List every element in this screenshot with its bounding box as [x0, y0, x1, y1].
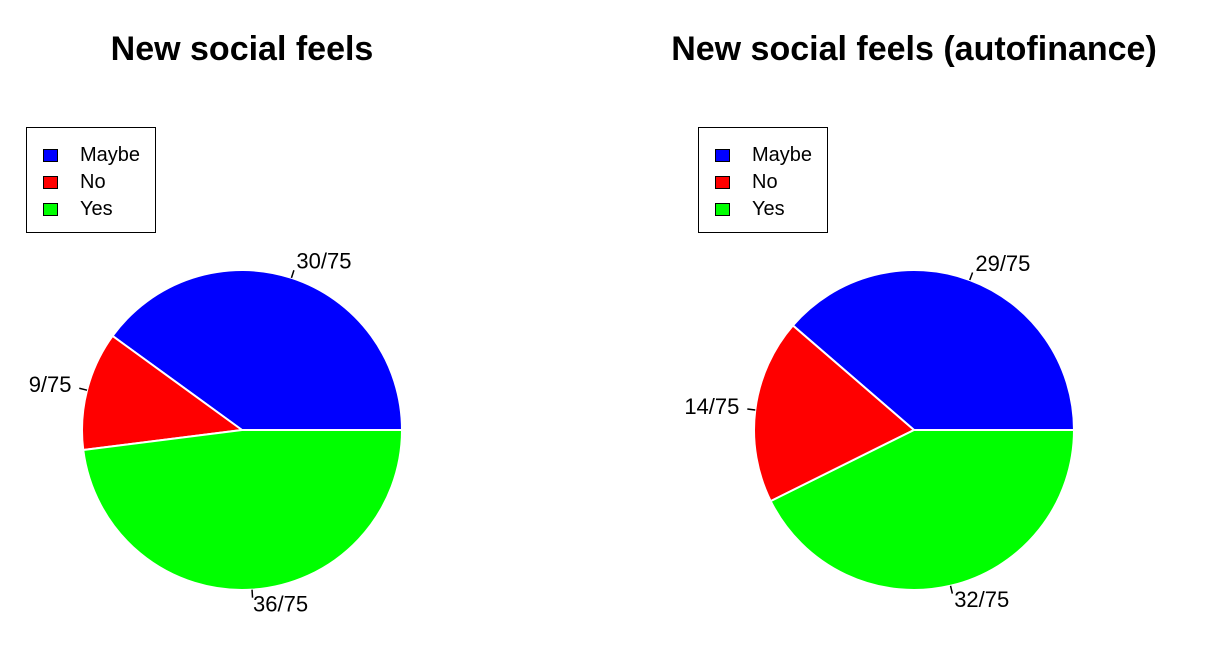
- slice-label-tick-maybe: [290, 269, 295, 279]
- legend-label-yes: Yes: [752, 197, 785, 220]
- legend-label-maybe: Maybe: [80, 143, 141, 166]
- slice-label-tick-maybe: [969, 272, 974, 281]
- chart-legend: Maybe No Yes: [26, 127, 156, 233]
- legend-item-maybe: Maybe: [715, 144, 812, 166]
- legend-item-no: No: [715, 171, 778, 193]
- slice-label-no: 9/75: [29, 372, 72, 397]
- slice-label-tick-yes: [949, 585, 954, 594]
- chart-title: New social feels (autofinance): [671, 30, 1157, 68]
- legend-swatch-no: [43, 175, 58, 189]
- slice-label-yes: 36/75: [253, 591, 308, 616]
- legend-label-no: No: [80, 170, 106, 193]
- pie-chart: 29/75 14/75 32/75: [684, 251, 1076, 612]
- pie-slice-maybe: [791, 269, 1076, 431]
- legend-label-yes: Yes: [80, 197, 113, 220]
- chart-title: New social feels: [110, 30, 374, 68]
- chart-panel-left: New social feels Maybe No Yes 30/75 9/75 3…: [26, 30, 404, 616]
- slice-label-tick-yes: [251, 589, 254, 598]
- legend-item-yes: Yes: [715, 198, 785, 220]
- legend-swatch-maybe: [715, 148, 730, 162]
- legend-swatch-yes: [43, 202, 58, 216]
- pie-slice-yes: [82, 429, 404, 591]
- pie-slice-no: [753, 324, 916, 503]
- pie-slice-maybe: [111, 269, 404, 431]
- slice-label-tick-no: [79, 387, 88, 391]
- pie-slice-yes: [769, 429, 1076, 591]
- legend-swatch-maybe: [43, 148, 58, 162]
- slice-label-maybe: 30/75: [296, 248, 351, 273]
- legend-swatch-yes: [715, 202, 730, 216]
- legend-item-maybe: Maybe: [43, 144, 140, 166]
- legend-swatch-no: [715, 175, 730, 189]
- slice-label-yes: 32/75: [954, 587, 1009, 612]
- legend-label-maybe: Maybe: [752, 143, 813, 166]
- chart-legend: Maybe No Yes: [698, 127, 828, 233]
- legend-item-no: No: [43, 171, 106, 193]
- pie-chart: 30/75 9/75 36/75: [29, 248, 404, 616]
- slice-label-no: 14/75: [684, 394, 739, 419]
- chart-panel-right: New social feels (autofinance) Maybe No …: [606, 0, 1212, 645]
- slice-label-tick-no: [747, 408, 756, 411]
- legend-item-yes: Yes: [43, 198, 113, 220]
- legend-label-no: No: [752, 170, 778, 193]
- slice-label-maybe: 29/75: [975, 251, 1030, 276]
